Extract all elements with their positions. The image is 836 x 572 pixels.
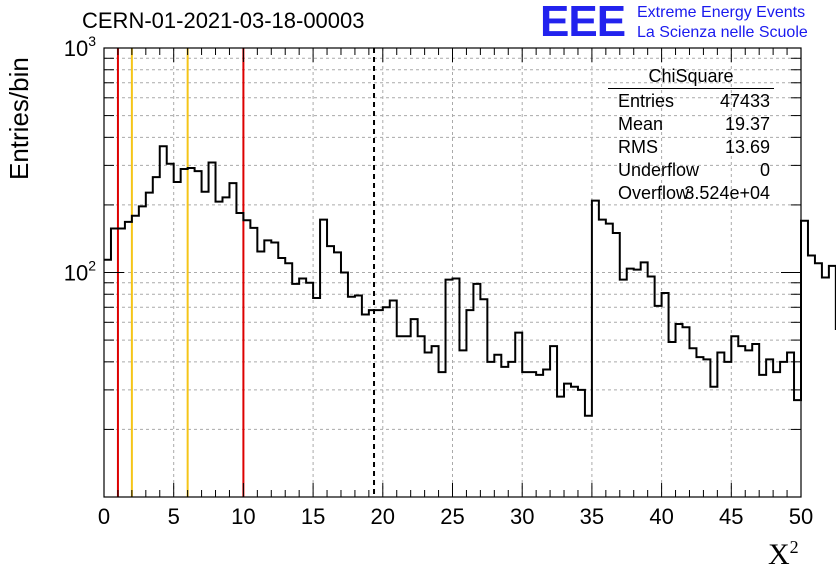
page-title: CERN-01-2021-03-18-00003 bbox=[82, 8, 365, 33]
x-tick-label: 10 bbox=[231, 504, 255, 529]
x-tick-label: 50 bbox=[789, 504, 813, 529]
stats-key: Entries bbox=[618, 91, 675, 111]
stats-key: RMS bbox=[618, 137, 658, 157]
stats-row-rms: RMS 13.69 bbox=[608, 135, 774, 158]
x-tick-label: 20 bbox=[371, 504, 395, 529]
x-tick-label: 15 bbox=[301, 504, 325, 529]
eee-logo: EEE bbox=[540, 0, 626, 46]
logo-line2: La Scienza nelle Scuole bbox=[637, 24, 808, 41]
stats-value: 19.37 bbox=[724, 114, 770, 134]
x-tick-label: 25 bbox=[440, 504, 464, 529]
x-tick-label: 30 bbox=[510, 504, 534, 529]
stats-value: 13.69 bbox=[724, 137, 770, 157]
histogram-series bbox=[104, 145, 836, 417]
stats-row-underflow: Underflow 0 bbox=[608, 158, 774, 181]
x-tick-label: 40 bbox=[649, 504, 673, 529]
y-tick-label: 103 bbox=[64, 33, 96, 61]
stats-value: 47433 bbox=[719, 91, 770, 111]
stats-key: Mean bbox=[618, 114, 664, 134]
stats-value: 3.524e+04 bbox=[684, 183, 770, 203]
stats-value: 0 bbox=[759, 160, 770, 180]
x-tick-label: 45 bbox=[719, 504, 743, 529]
x-tick-label: 5 bbox=[168, 504, 180, 529]
stats-key: Overflow bbox=[618, 183, 690, 203]
stats-row-overflow: Overflow 3.524e+04 bbox=[608, 181, 774, 204]
logo-line1: Extreme Energy Events bbox=[637, 4, 806, 21]
stats-row-mean: Mean 19.37 bbox=[608, 112, 774, 135]
x-tick-label: 35 bbox=[580, 504, 604, 529]
y-axis-label: Entries/bin bbox=[4, 57, 34, 180]
stats-row-entries: Entries 47433 bbox=[608, 89, 774, 112]
stats-title: ChiSquare bbox=[608, 66, 774, 89]
stats-key: Underflow bbox=[618, 160, 700, 180]
x-axis-label: X2 bbox=[768, 537, 799, 571]
x-tick-label: 0 bbox=[98, 504, 110, 529]
y-tick-label: 102 bbox=[64, 258, 96, 286]
stats-box: ChiSquare Entries 47433 Mean 19.37 RMS 1… bbox=[608, 66, 774, 204]
